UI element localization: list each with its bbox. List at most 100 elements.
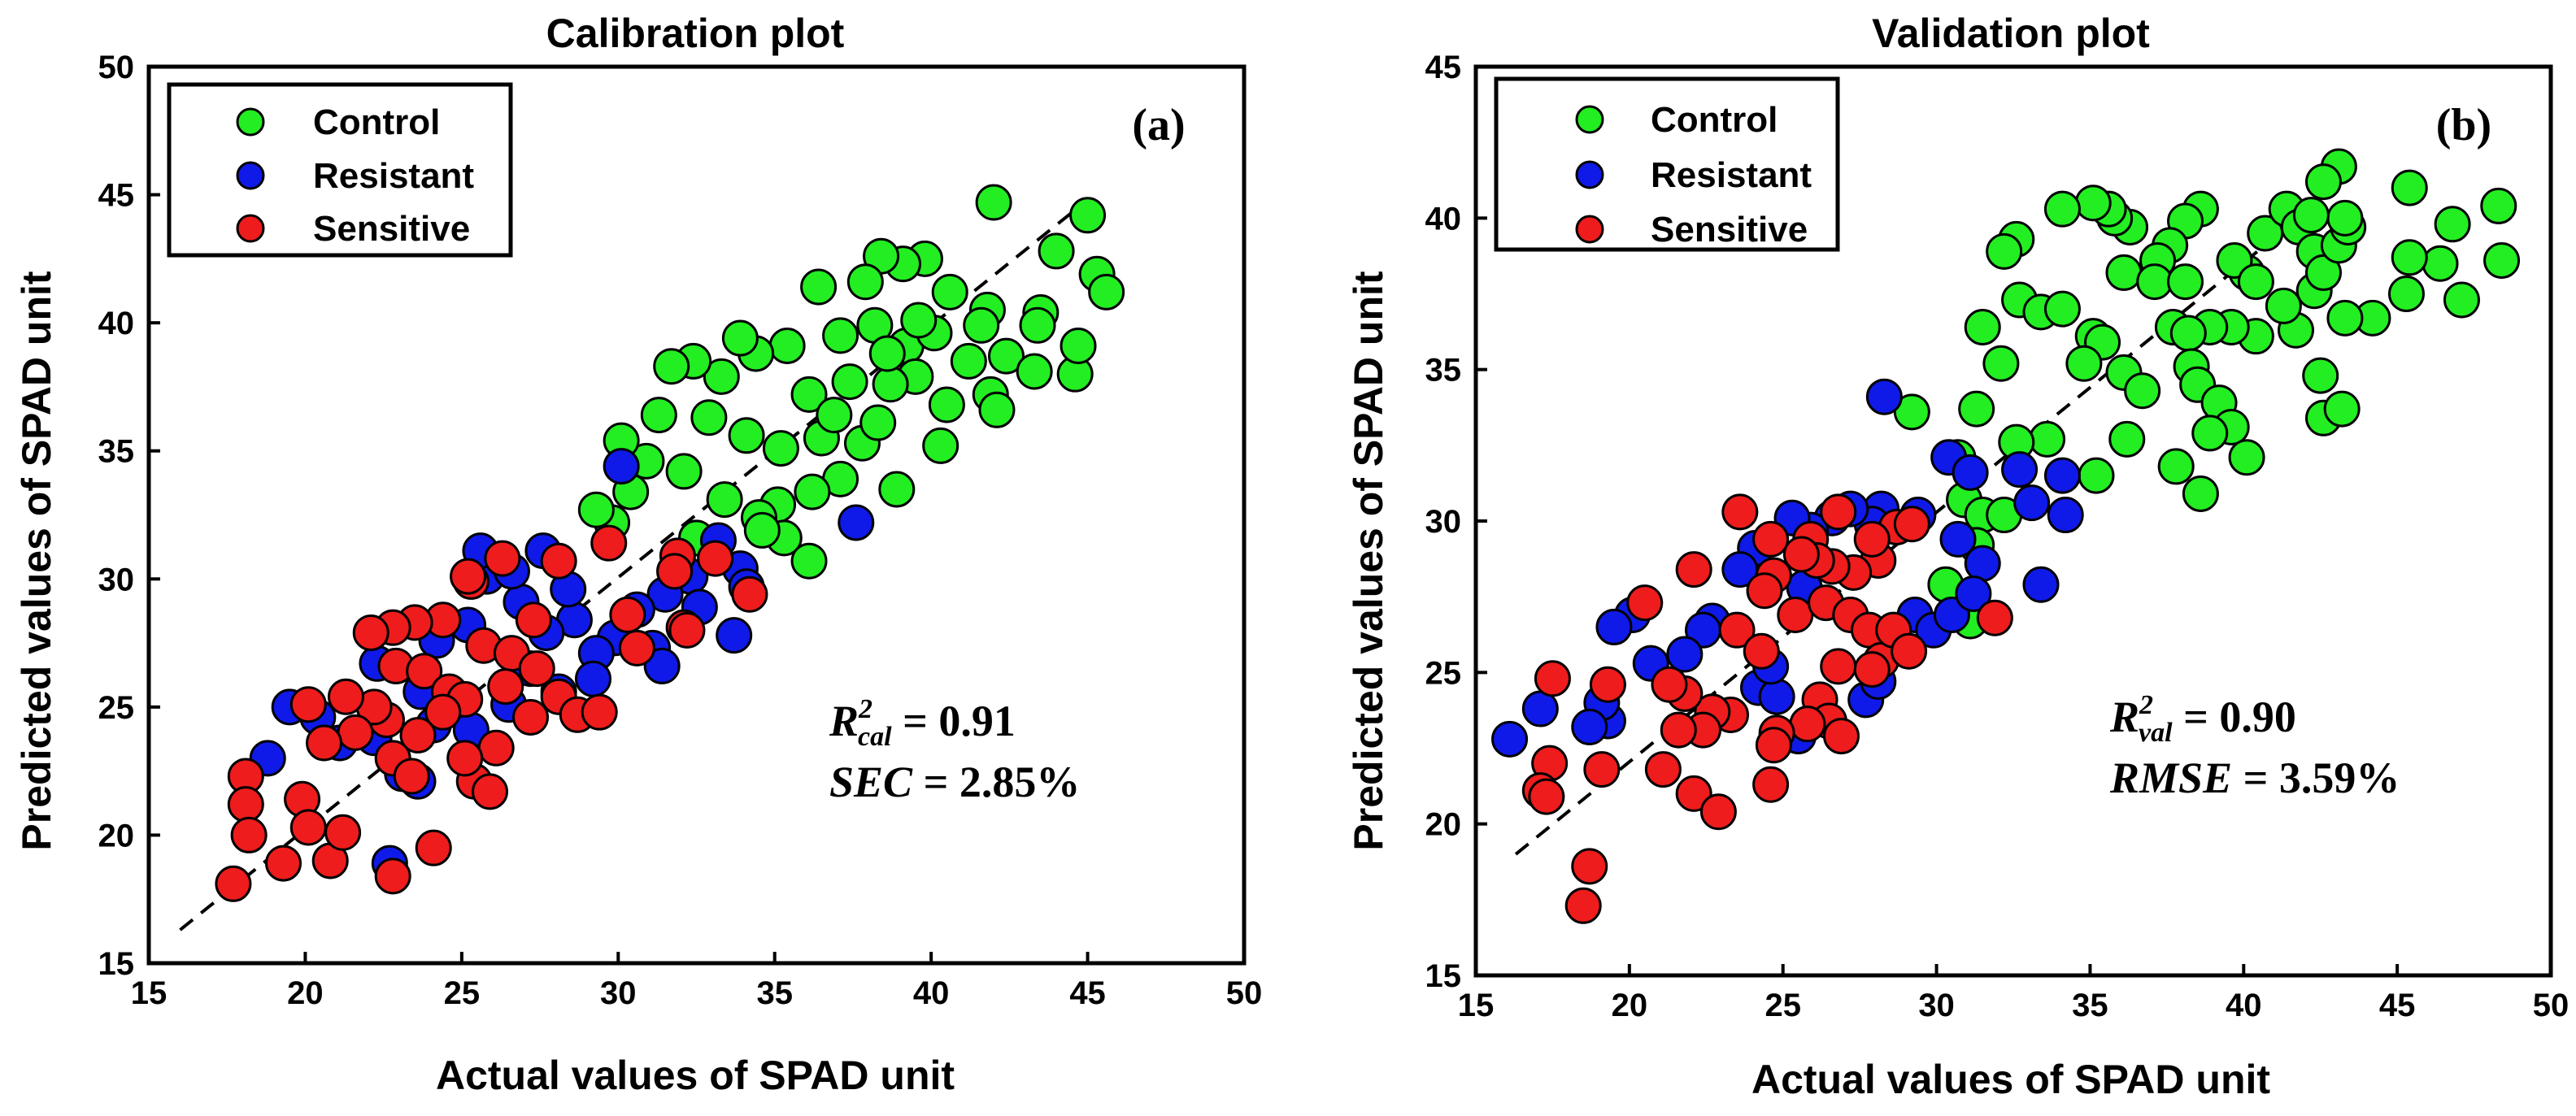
data-point-control bbox=[790, 542, 828, 580]
data-point-sensitive bbox=[1752, 520, 1790, 558]
y-tick-label: 40 bbox=[98, 306, 135, 341]
data-point-resistant bbox=[574, 660, 611, 697]
panel-label: (a) bbox=[1132, 100, 1185, 150]
y-tick-label: 45 bbox=[1425, 50, 1462, 85]
data-point-control bbox=[2029, 420, 2066, 458]
one-to-one-line bbox=[1514, 186, 2337, 856]
r2-value: = 0.90 bbox=[2173, 693, 2296, 741]
data-point-sensitive bbox=[1853, 520, 1891, 558]
data-point-control bbox=[653, 348, 690, 385]
data-point-sensitive bbox=[337, 714, 374, 751]
data-point-control bbox=[2326, 299, 2364, 337]
r2-superscript: 2 bbox=[858, 694, 872, 724]
r2-superscript: 2 bbox=[2139, 690, 2153, 720]
chart-title: Validation plot bbox=[1872, 11, 2150, 56]
data-point-control bbox=[1060, 328, 1097, 365]
data-point-control bbox=[2136, 263, 2174, 301]
data-point-control bbox=[922, 427, 959, 464]
data-points bbox=[1491, 148, 2521, 924]
data-point-resistant bbox=[1758, 678, 1795, 715]
legend-label-control: Control bbox=[1651, 100, 1778, 140]
data-point-control bbox=[2304, 163, 2342, 201]
r2-annotation: R2 cal = 0.91 bbox=[829, 694, 1016, 752]
data-point-sensitive bbox=[393, 758, 430, 795]
r2-value: = 0.91 bbox=[892, 697, 1016, 745]
data-point-sensitive bbox=[424, 693, 462, 731]
data-point-resistant bbox=[603, 448, 640, 485]
plot-frame bbox=[146, 64, 1247, 966]
data-point-control bbox=[2043, 290, 2081, 328]
data-point-control bbox=[988, 337, 1025, 375]
legend-marker-control bbox=[236, 107, 265, 137]
data-point-sensitive bbox=[697, 540, 734, 577]
data-point-control bbox=[2228, 439, 2265, 476]
data-point-control bbox=[878, 471, 916, 508]
data-point-control bbox=[950, 342, 987, 380]
y-tick-label: 25 bbox=[1425, 655, 1462, 691]
data-point-control bbox=[1986, 232, 2023, 270]
error-value: = 2.85% bbox=[912, 758, 1080, 806]
y-tick-label: 25 bbox=[98, 690, 135, 726]
data-point-control bbox=[800, 268, 838, 306]
data-point-control bbox=[1038, 232, 1075, 270]
legend-box bbox=[1494, 76, 1840, 252]
legend-marker-sensitive bbox=[236, 214, 265, 243]
legend-marker-sensitive bbox=[1575, 215, 1604, 244]
data-point-resistant bbox=[1939, 520, 1977, 558]
data-point-sensitive bbox=[1976, 599, 2013, 636]
data-point-control bbox=[2326, 199, 2364, 237]
data-point-sensitive bbox=[1743, 632, 1780, 670]
legend-label-resistant: Resistant bbox=[313, 156, 474, 196]
data-point-control bbox=[2108, 420, 2146, 458]
data-point-control bbox=[2157, 448, 2195, 485]
data-point-control bbox=[2124, 372, 2161, 410]
data-point-control bbox=[2074, 185, 2112, 222]
data-point-sensitive bbox=[1583, 751, 1621, 788]
data-point-control bbox=[665, 453, 703, 490]
data-point-control bbox=[2169, 315, 2207, 352]
data-point-sensitive bbox=[518, 650, 555, 688]
data-point-control bbox=[2182, 475, 2219, 512]
data-point-sensitive bbox=[1782, 536, 1820, 573]
data-point-sensitive bbox=[289, 809, 327, 846]
data-point-sensitive bbox=[215, 865, 252, 902]
data-point-sensitive bbox=[668, 611, 706, 649]
data-point-control bbox=[816, 397, 853, 434]
data-point-sensitive bbox=[1752, 766, 1790, 803]
data-point-sensitive bbox=[374, 858, 411, 895]
legend-label-sensitive: Sensitive bbox=[1651, 210, 1808, 250]
x-tick-label: 45 bbox=[1069, 975, 1106, 1011]
data-point-resistant bbox=[1571, 708, 1608, 745]
data-point-sensitive bbox=[1660, 711, 1697, 749]
series-control bbox=[577, 184, 1125, 580]
legend-marker-resistant bbox=[236, 161, 265, 190]
data-point-resistant bbox=[643, 647, 681, 684]
data-point-control bbox=[978, 391, 1016, 428]
data-point-sensitive bbox=[618, 629, 655, 667]
data-point-sensitive bbox=[306, 724, 343, 762]
data-point-control bbox=[2443, 281, 2480, 319]
data-point-sensitive bbox=[1626, 584, 1664, 622]
legend-marker-control bbox=[1575, 105, 1604, 134]
data-point-sensitive bbox=[1746, 572, 1783, 610]
data-point-sensitive bbox=[471, 773, 508, 810]
data-point-control bbox=[2105, 254, 2143, 291]
data-point-resistant bbox=[2047, 497, 2084, 534]
data-point-control bbox=[2387, 276, 2425, 312]
x-tick-label: 15 bbox=[131, 975, 168, 1011]
data-point-resistant bbox=[1955, 575, 1992, 612]
data-point-resistant bbox=[1865, 378, 1903, 415]
data-point-control bbox=[2065, 345, 2103, 382]
x-tick-label: 25 bbox=[1764, 988, 1801, 1023]
data-point-sensitive bbox=[1755, 727, 1792, 764]
data-point-sensitive bbox=[1718, 611, 1756, 649]
x-tick-label: 50 bbox=[2533, 988, 2569, 1023]
data-point-control bbox=[2480, 187, 2517, 224]
data-point-sensitive bbox=[656, 553, 694, 590]
y-tick-label: 15 bbox=[1425, 958, 1462, 994]
data-point-sensitive bbox=[324, 814, 362, 851]
data-point-control bbox=[1982, 345, 2020, 382]
data-point-sensitive bbox=[1534, 660, 1571, 697]
data-point-control bbox=[2237, 263, 2274, 301]
x-tick-label: 40 bbox=[2226, 988, 2262, 1023]
